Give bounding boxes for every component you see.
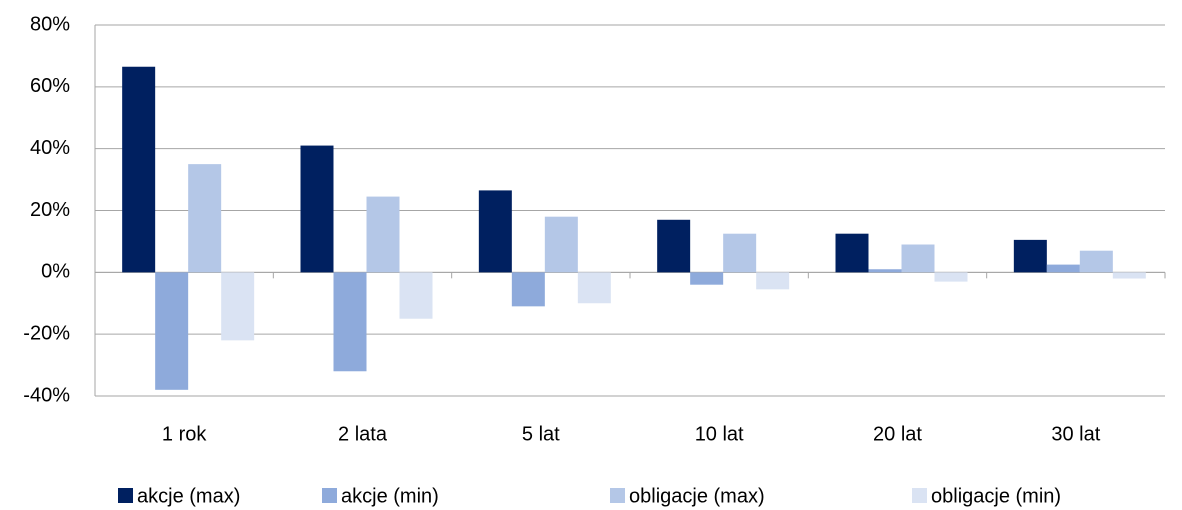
bar — [901, 244, 935, 273]
bar — [366, 196, 400, 273]
bar — [934, 272, 968, 282]
x-tick-label: 2 lata — [338, 423, 388, 445]
bar — [399, 272, 433, 319]
bar — [478, 190, 512, 273]
bar — [835, 233, 869, 273]
y-tick-label: 80% — [30, 13, 70, 35]
x-tick-label: 30 lat — [1051, 423, 1100, 445]
y-tick-label: 0% — [41, 261, 70, 283]
bar — [657, 219, 691, 273]
bar — [122, 66, 156, 273]
y-tick-label: 20% — [30, 199, 70, 221]
bar — [511, 272, 545, 307]
legend-label: obligacje (min) — [931, 485, 1061, 507]
bar — [756, 272, 790, 290]
bar — [690, 272, 724, 285]
bar — [868, 269, 902, 273]
y-tick-label: -20% — [23, 322, 70, 344]
legend-label: akcje (min) — [341, 485, 439, 507]
bar — [1013, 239, 1047, 273]
bar — [577, 272, 611, 304]
bar — [1112, 272, 1146, 279]
bar — [221, 272, 255, 341]
y-tick-label: 60% — [30, 75, 70, 97]
y-tick-label: 40% — [30, 137, 70, 159]
legend-swatch — [912, 488, 927, 503]
x-tick-label: 20 lat — [873, 423, 922, 445]
legend-swatch — [610, 488, 625, 503]
bar — [723, 233, 757, 273]
legend-swatch — [322, 488, 337, 503]
bar — [333, 272, 367, 372]
bar — [155, 272, 189, 390]
legend-swatch — [118, 488, 133, 503]
bar — [1079, 250, 1113, 273]
y-tick-label: -40% — [23, 384, 70, 406]
bar — [300, 145, 334, 273]
x-tick-label: 10 lat — [695, 423, 744, 445]
legend-label: obligacje (max) — [629, 485, 765, 507]
bar — [1046, 264, 1080, 273]
legend-label: akcje (max) — [137, 485, 240, 507]
x-tick-label: 5 lat — [522, 423, 560, 445]
bar — [544, 216, 578, 273]
x-tick-label: 1 rok — [162, 423, 207, 445]
bar — [188, 164, 222, 273]
